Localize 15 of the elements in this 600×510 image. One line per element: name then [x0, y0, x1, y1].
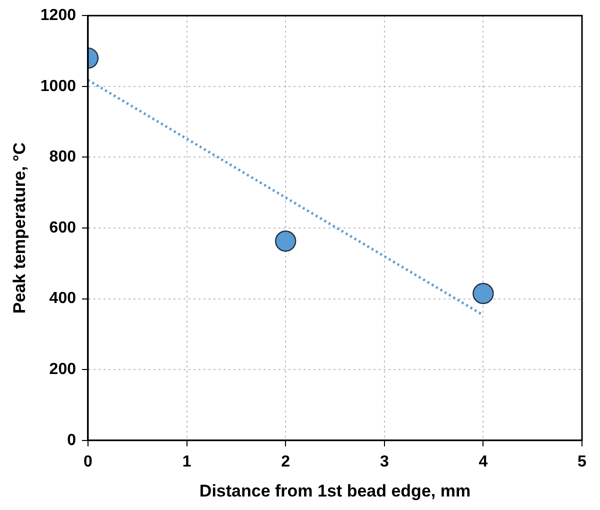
y-tick-label: 200	[49, 361, 76, 378]
y-tick-label: 600	[49, 219, 76, 236]
x-tick-label: 3	[380, 453, 389, 470]
y-axis-title: Peak temperature, °C	[10, 142, 29, 314]
y-tick-label: 0	[67, 432, 76, 449]
x-axis-title: Distance from 1st bead edge, mm	[199, 481, 471, 500]
x-tick-label: 5	[578, 453, 587, 470]
x-tick-label: 0	[84, 453, 93, 470]
y-tick-label: 1200	[40, 7, 76, 24]
y-tick-label: 800	[49, 148, 76, 166]
x-tick-label: 2	[281, 453, 290, 470]
y-tick-label: 400	[49, 290, 76, 308]
x-tick-label: 4	[478, 453, 488, 470]
x-tick-label: 1	[182, 453, 192, 470]
y-tick-label: 1000	[40, 78, 76, 95]
